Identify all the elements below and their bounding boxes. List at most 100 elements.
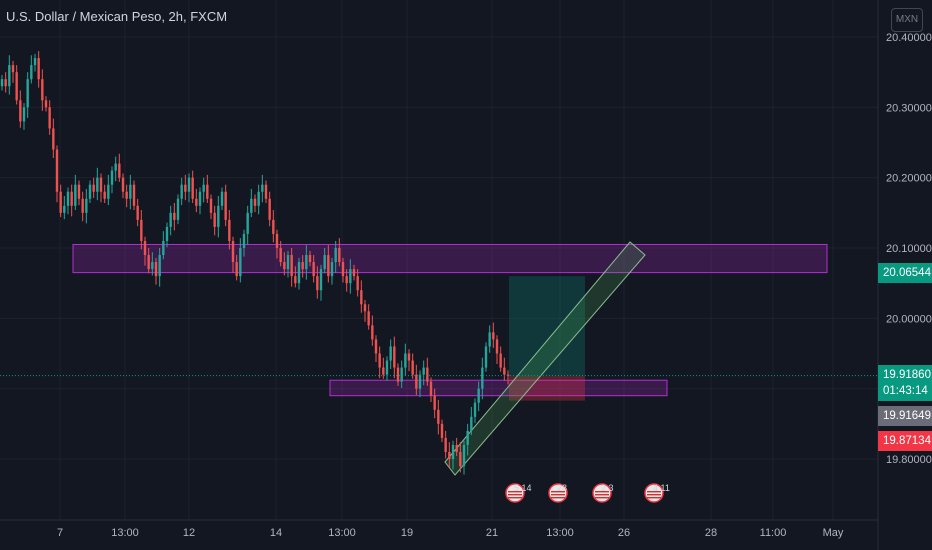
candle-body: [92, 184, 95, 192]
candle-body: [484, 346, 488, 368]
candle-body: [418, 374, 422, 389]
candle-body: [173, 212, 176, 220]
countdown-timer: 01:43:14: [883, 385, 928, 397]
candle-body: [231, 240, 235, 263]
candle-body: [455, 444, 458, 452]
candle-body: [389, 346, 392, 361]
candle-body: [356, 276, 359, 291]
candle-body: [33, 58, 37, 66]
candle-body: [55, 149, 59, 192]
candle-body: [308, 255, 312, 263]
target-price-tag: 19.91649: [878, 406, 932, 426]
candle-body: [411, 360, 414, 375]
trend-channel: [444, 241, 646, 476]
candle-body: [41, 79, 44, 101]
candle-body: [338, 248, 341, 263]
x-tick-label: 12: [183, 527, 195, 539]
x-tick-label: May: [823, 527, 844, 539]
candle-body: [499, 353, 502, 368]
candle-body: [279, 248, 282, 263]
candle-body: [103, 191, 106, 199]
economic-event-icon[interactable]: 4 11: [644, 483, 670, 503]
candle-body: [253, 198, 257, 206]
current-price-tag: 19.91860 01:43:14: [878, 365, 932, 401]
candle-body: [319, 269, 323, 291]
candle-body: [169, 212, 172, 227]
candle-body: [48, 107, 51, 129]
candle-body: [268, 198, 271, 220]
candle-body: [0, 79, 4, 87]
candle-body: [261, 184, 264, 192]
candle-body: [360, 290, 363, 305]
y-tick-label: 20.40000: [886, 32, 932, 44]
support-resistance-zone: [72, 243, 828, 274]
flag-stripe: [551, 494, 565, 496]
currency-button[interactable]: MXN: [891, 8, 923, 32]
x-tick-label: 13:00: [111, 527, 139, 539]
chart-title: U.S. Dollar / Mexican Peso, 2h, FXCM: [6, 9, 228, 24]
candle-body: [466, 430, 469, 445]
candle-body: [198, 191, 202, 206]
candle-body: [481, 367, 484, 389]
candle-body: [345, 276, 348, 284]
candle-body: [367, 311, 370, 326]
candle-body: [213, 212, 216, 227]
candle-body: [110, 170, 114, 185]
candle-body: [30, 65, 33, 80]
candle-body: [154, 262, 158, 277]
zone-price-tag: 20.06544: [878, 263, 932, 283]
candle-body: [250, 198, 253, 213]
flag-stripe: [508, 497, 522, 499]
candle-body: [26, 79, 29, 108]
candle-body: [492, 332, 495, 340]
x-tick-label: 21: [486, 527, 498, 539]
economic-event-icon[interactable]: 2 3: [592, 483, 614, 503]
candle-body: [286, 255, 290, 270]
flag-stripe: [551, 497, 565, 499]
candle-body: [224, 191, 227, 220]
y-tick-label: 20.30000: [886, 102, 932, 114]
flag-stripe: [551, 491, 565, 493]
x-tick-label: 11:00: [760, 527, 787, 539]
candle-body: [257, 191, 260, 206]
candle-body: [195, 198, 198, 206]
candle-body: [294, 276, 297, 284]
candle-body: [290, 255, 293, 277]
candle-body: [330, 262, 334, 277]
candle-body: [437, 409, 440, 424]
candle-body: [459, 451, 462, 467]
economic-event-icon[interactable]: 28: [548, 483, 568, 503]
flag-stripe: [647, 494, 661, 496]
candle-body: [107, 184, 110, 199]
candle-body: [316, 276, 319, 291]
x-tick-label: 19: [401, 527, 413, 539]
candle-body: [140, 219, 143, 241]
candle-body: [327, 255, 330, 277]
candle-body: [147, 255, 150, 270]
x-tick-label: 13:00: [546, 527, 574, 539]
candle-body: [407, 353, 411, 361]
candle-body: [8, 65, 11, 87]
candle-body: [11, 65, 15, 73]
candle-body: [187, 177, 191, 192]
position-loss-area: [509, 376, 585, 401]
candle-body: [129, 184, 132, 199]
candle-body: [37, 58, 40, 80]
flag-stripe: [647, 491, 661, 493]
candle-body: [415, 374, 418, 389]
candle-body: [429, 381, 433, 396]
candle-body: [220, 191, 224, 206]
candle-body: [228, 219, 231, 241]
flag-stripe: [508, 494, 522, 496]
candle-body: [136, 205, 139, 220]
y-tick-label: 19.80000: [886, 454, 932, 466]
candle-body: [297, 262, 301, 284]
candle-body: [400, 367, 403, 382]
economic-event-icon[interactable]: 5 14: [505, 483, 532, 503]
candle-body: [19, 100, 22, 122]
candle-body: [239, 248, 242, 277]
candle-body: [371, 325, 374, 340]
candle-body: [448, 451, 451, 459]
candle-body: [4, 79, 7, 87]
